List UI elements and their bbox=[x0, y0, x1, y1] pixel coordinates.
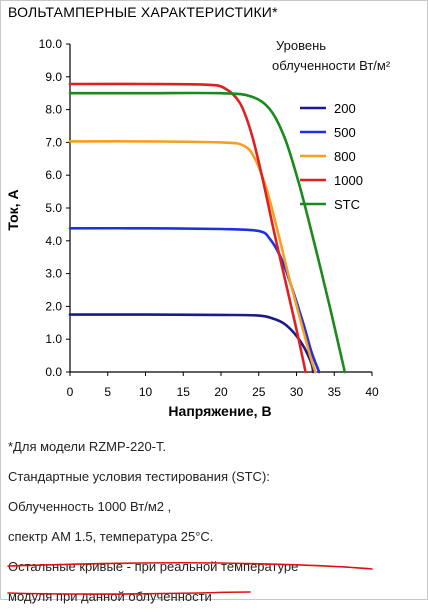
y-tick-label: 0.0 bbox=[45, 365, 62, 379]
iv-characteristics-chart: 0.0 1.0 2.0 3.0 4.0 5.0 6.0 7.0 8.0 9.0 10.0 0 5 10 15… bbox=[5, 37, 391, 419]
series-line-500 bbox=[68, 226, 321, 374]
notes-block: *Для модели RZMP-220-T. Стандартные усло… bbox=[8, 432, 418, 612]
note-stc: Стандартные условия тестирования (STC): bbox=[8, 469, 270, 484]
axes: 0.0 1.0 2.0 3.0 4.0 5.0 6.0 7.0 8.0 9.0 10.0 0 5 10 15… bbox=[39, 37, 379, 399]
legend-label-stc: STC bbox=[334, 197, 360, 212]
note-module-text: модуля при данной облученности bbox=[8, 589, 212, 604]
legend-label-200: 200 bbox=[334, 101, 356, 116]
series-layer bbox=[68, 82, 347, 374]
x-tick-label: 15 bbox=[177, 385, 191, 399]
x-tick-label: 30 bbox=[290, 385, 304, 399]
note-other-curves-text: Остальные кривые - при реальной температ… bbox=[8, 559, 299, 574]
page-title: ВОЛЬТАМПЕРНЫЕ ХАРАКТЕРИСТИКИ* bbox=[8, 4, 278, 20]
legend-title-line2: облученности Вт/м² bbox=[272, 58, 391, 73]
note-module: модуля при данной облученности bbox=[8, 582, 418, 612]
y-axis-label: Ток, А bbox=[5, 189, 21, 230]
series-line-200 bbox=[68, 313, 315, 374]
x-tick-label: 25 bbox=[252, 385, 266, 399]
y-tick-label: 7.0 bbox=[45, 135, 62, 149]
legend-label-500: 500 bbox=[334, 125, 356, 140]
x-tick-label: 35 bbox=[328, 385, 342, 399]
y-tick-label: 9.0 bbox=[45, 70, 62, 84]
y-tick-label: 6.0 bbox=[45, 168, 62, 182]
x-tick-label: 20 bbox=[214, 385, 228, 399]
y-tick-label: 4.0 bbox=[45, 234, 62, 248]
y-tick-label: 3.0 bbox=[45, 267, 62, 281]
legend: Уровень облученности Вт/м² 200 500 800 1000… bbox=[272, 38, 391, 212]
x-tick-label: 5 bbox=[104, 385, 111, 399]
y-tick-label: 1.0 bbox=[45, 332, 62, 346]
note-spectrum: спектр АМ 1.5, температура 25°С. bbox=[8, 529, 214, 544]
x-axis-label: Напряжение, В bbox=[168, 403, 271, 419]
note-irradiance: Облученность 1000 Вт/м2 , bbox=[8, 499, 172, 514]
x-tick-label: 10 bbox=[139, 385, 153, 399]
legend-label-1000: 1000 bbox=[334, 173, 363, 188]
series-line-1000 bbox=[68, 82, 307, 374]
x-tick-label: 40 bbox=[365, 385, 379, 399]
series-line-stc bbox=[68, 91, 347, 374]
y-tick-label: 8.0 bbox=[45, 103, 62, 117]
y-tick-label: 10.0 bbox=[39, 37, 63, 51]
y-tick-label: 2.0 bbox=[45, 299, 62, 313]
note-other-curves: Остальные кривые - при реальной температ… bbox=[8, 552, 418, 582]
x-tick-label: 0 bbox=[67, 385, 74, 399]
legend-label-800: 800 bbox=[334, 149, 356, 164]
series-line-800 bbox=[68, 140, 317, 374]
legend-title-line1: Уровень bbox=[276, 38, 326, 53]
note-model: *Для модели RZMP-220-T. bbox=[8, 439, 167, 454]
y-tick-label: 5.0 bbox=[45, 201, 62, 215]
